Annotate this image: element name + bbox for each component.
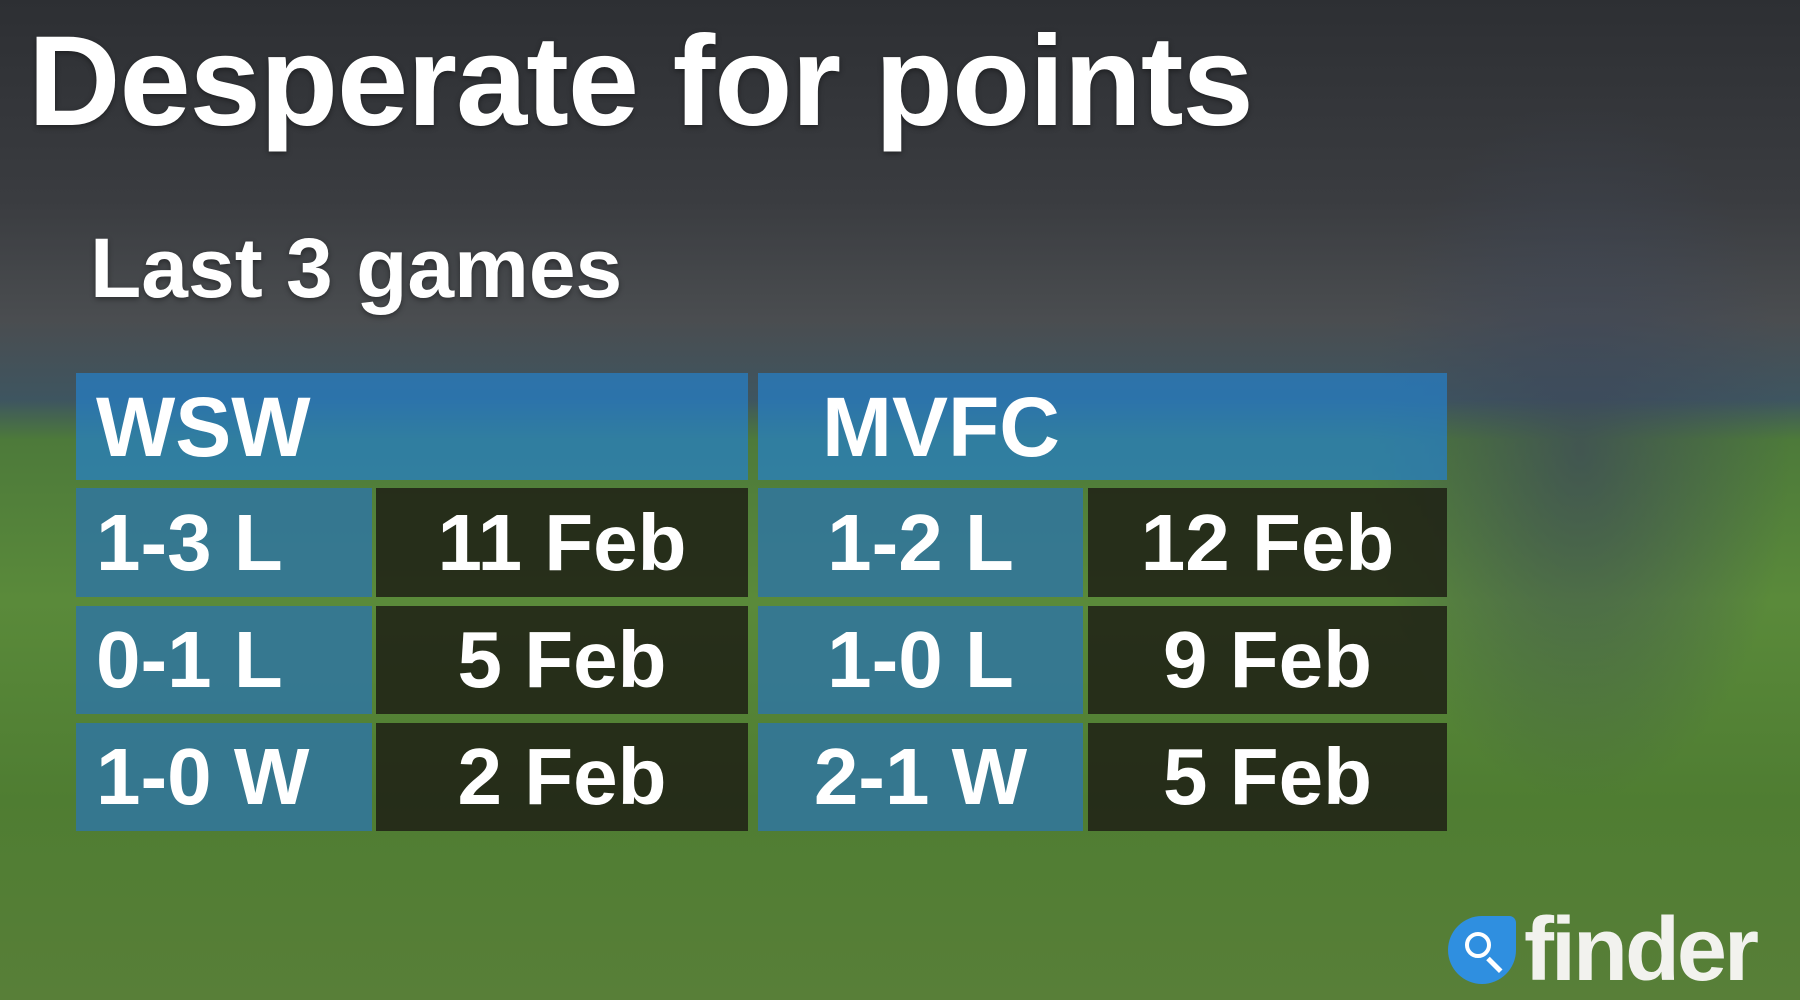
result-cell: 1-2 L <box>758 488 1083 597</box>
finder-logo: finder <box>1448 900 1759 1000</box>
result-cell: 1-0 L <box>758 606 1083 714</box>
result-cell: 0-1 L <box>76 606 372 714</box>
date-cell: 2 Feb <box>376 723 748 831</box>
search-icon <box>1448 916 1516 984</box>
page-title: Desperate for points <box>28 10 1254 153</box>
result-cell: 2-1 W <box>758 723 1083 831</box>
date-cell: 11 Feb <box>376 488 748 597</box>
logo-text: finder <box>1524 900 1759 1000</box>
subtitle: Last 3 games <box>90 221 623 315</box>
date-cell: 9 Feb <box>1088 606 1447 714</box>
date-cell: 5 Feb <box>1088 723 1447 831</box>
date-cell: 12 Feb <box>1088 488 1447 597</box>
date-cell: 5 Feb <box>376 606 748 714</box>
team-header-wsw: WSW <box>76 373 748 480</box>
team-header-mvfc: MVFC <box>758 373 1447 480</box>
result-cell: 1-3 L <box>76 488 372 597</box>
result-cell: 1-0 W <box>76 723 372 831</box>
